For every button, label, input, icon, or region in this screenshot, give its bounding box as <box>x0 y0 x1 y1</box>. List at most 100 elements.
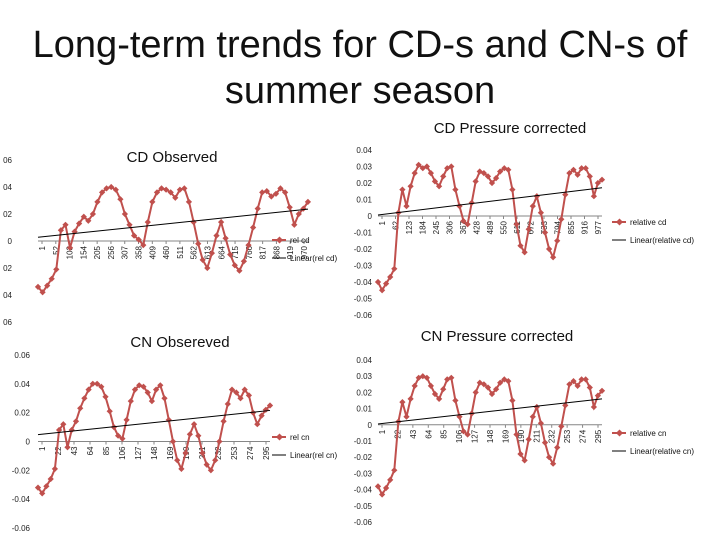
cd-pressure-legend-series-label: relative cd <box>630 218 666 227</box>
cn-pressure-x-tick-label: 190 <box>517 429 526 443</box>
cd-observed-y-tick-label: 04 <box>3 291 12 300</box>
cd-observed-data-point <box>263 187 270 195</box>
cd-pressure-data-point <box>407 183 414 190</box>
cn-pressure-data-point <box>505 377 512 385</box>
cd-observed-x-tick-label: 868 <box>272 245 281 259</box>
cn-observed-x-tick-label: 1 <box>38 446 47 451</box>
cd-pressure-x-tick-label: 245 <box>432 220 441 234</box>
cn-pressure-x-tick-label: 1 <box>378 429 387 434</box>
cd-pressure-data-point <box>427 169 435 177</box>
cn-pressure-y-tick-label: -0.04 <box>354 486 373 495</box>
cn-pressure-data-point <box>378 491 386 498</box>
cn-pressure-legend-series-marker <box>615 429 624 437</box>
cd-observed-data-point <box>158 185 165 192</box>
cn-pressure-chart: CN Pressure corrected 0.04 0.03 0.02 0.01 0 -0… <box>354 328 695 527</box>
cd-observed-x-tick-label: 613 <box>203 245 212 259</box>
cn-pressure-data-point <box>521 457 528 464</box>
slide-title-line-2: summer season <box>224 70 496 112</box>
cd-observed-data-point <box>130 232 138 239</box>
cd-pressure-x-tick-label: 977 <box>594 220 603 234</box>
cn-observed-legend-series-marker <box>275 433 284 441</box>
cd-pressure-data-point <box>545 245 553 253</box>
cn-observed-y-tick-label: 0.04 <box>14 380 30 389</box>
cn-observed-y-tick-label: 0.06 <box>14 351 30 360</box>
cd-pressure-data-point <box>378 287 386 294</box>
cd-pressure-x-tick-label: 1 <box>378 220 387 225</box>
cd-observed-x-tick-label: 460 <box>162 245 171 259</box>
cn-observed-data-point <box>127 397 134 405</box>
cd-pressure-data-point <box>529 202 536 210</box>
cd-pressure-y-tick-label: -0.06 <box>354 311 373 320</box>
cn-observed-x-tick-label: 295 <box>262 446 271 460</box>
cd-pressure-x-tick-label: 489 <box>486 220 495 234</box>
cn-pressure-data-point <box>525 436 532 443</box>
cn-observed-data-point <box>224 400 231 408</box>
cn-pressure-y-tick-label: -0.03 <box>354 469 373 478</box>
cn-observed-legend-series-label: rel cn <box>290 433 310 442</box>
cn-pressure-data-point <box>460 428 467 435</box>
cn-observed-data-point <box>258 412 265 419</box>
cd-pressure-trend-line <box>377 187 603 216</box>
cn-pressure-y-tick-label: 0.04 <box>356 356 372 365</box>
cn-pressure-x-tick-label: 43 <box>409 429 418 438</box>
cd-observed-data-point <box>227 251 234 258</box>
cn-observed-data-point <box>161 395 168 402</box>
cn-pressure-data-point <box>537 420 545 427</box>
cn-pressure-data-point <box>598 387 606 394</box>
cn-observed-y-tick-label: 0.02 <box>14 409 30 418</box>
cn-pressure-data-point <box>529 413 536 420</box>
cn-pressure-data-point <box>554 444 561 451</box>
cn-pressure-data-point <box>440 386 447 393</box>
cd-pressure-data-point <box>456 202 463 210</box>
cn-pressure-data-point <box>382 484 390 492</box>
cn-observed-data-point <box>81 395 88 402</box>
cn-observed-chart: CN Obsereved 0.06 0.04 0.02 0 -0.02 -0.04 -0.06… <box>12 334 338 533</box>
cd-pressure-x-tick-label: 550 <box>500 220 509 234</box>
cn-observed-x-tick-label: 85 <box>102 446 111 455</box>
cd-observed-data-point <box>254 205 261 212</box>
cd-observed-x-tick-label: 1 <box>38 245 47 250</box>
cn-pressure-legend-trend-label: Linear(relative cn) <box>630 447 694 456</box>
cd-observed-data-point <box>222 235 229 242</box>
cn-pressure-data-point <box>509 397 516 404</box>
cd-observed-data-point <box>167 189 174 196</box>
cn-pressure-data-point <box>464 431 471 438</box>
cn-observed-data-point <box>55 426 63 434</box>
cn-pressure-x-tick-label: 211 <box>532 429 541 442</box>
cn-pressure-data-point <box>387 476 394 484</box>
cd-pressure-x-tick-label: 184 <box>419 220 428 234</box>
cd-observed-y-tick-label: 04 <box>3 183 12 192</box>
cd-pressure-x-tick-label: 672 <box>527 220 536 234</box>
cn-pressure-legend-series-label: relative cn <box>630 429 666 438</box>
cd-observed-data-point <box>98 189 106 196</box>
cn-pressure-data-point <box>582 376 589 383</box>
cd-pressure-y-tick-label: 0.04 <box>356 146 372 155</box>
cd-pressure-data-point <box>399 186 406 193</box>
cd-pressure-x-tick-label: 855 <box>567 220 576 234</box>
cd-pressure-x-tick-label: 123 <box>405 220 414 234</box>
cn-observed-data-point <box>148 397 156 405</box>
cd-pressure-data-point <box>509 186 516 193</box>
cn-observed-x-tick-label: 253 <box>230 446 239 460</box>
cn-pressure-data-point <box>480 381 488 388</box>
cd-observed-y-tick-label: 06 <box>3 156 12 165</box>
cd-observed-legend-series-marker <box>275 236 284 244</box>
cd-observed-data-point <box>259 189 266 196</box>
cn-pressure-y-tick-label: 0.02 <box>356 388 372 397</box>
cd-observed-data-point <box>190 218 197 226</box>
cd-pressure-data-point <box>452 186 459 193</box>
cd-pressure-y-tick-label: 0.01 <box>356 196 372 205</box>
cd-pressure-x-tick-label: 306 <box>446 220 455 234</box>
cn-observed-data-point <box>186 431 194 438</box>
cn-observed-data-point <box>190 421 198 428</box>
cn-observed-x-tick-label: 43 <box>70 446 79 455</box>
cn-observed-x-tick-label: 148 <box>150 446 159 460</box>
cn-observed-y-tick-label: -0.02 <box>12 466 31 475</box>
cd-pressure-x-tick-label: 367 <box>459 220 468 234</box>
cn-observed-data-point <box>169 438 177 445</box>
cn-pressure-data-point <box>374 483 382 490</box>
cd-observed-data-point <box>291 221 298 228</box>
cd-observed-data-point <box>217 218 225 226</box>
cd-observed-data-point <box>249 224 257 231</box>
cd-observed-data-point <box>213 232 220 239</box>
